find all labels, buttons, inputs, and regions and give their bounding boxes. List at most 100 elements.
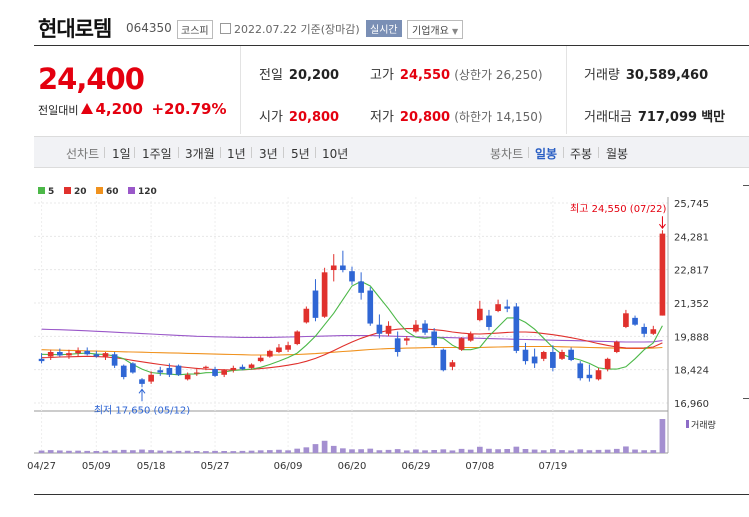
legend-swatch <box>128 187 135 194</box>
candle-body <box>613 341 620 353</box>
volume-bar <box>84 450 91 453</box>
candle-body <box>93 354 100 357</box>
volume-bar <box>449 450 456 453</box>
period-10y[interactable]: 10년 <box>322 147 349 161</box>
ma20-line <box>41 328 663 371</box>
y-tick-label: 16,960 <box>674 399 709 410</box>
candle-body <box>595 370 602 380</box>
candle-body <box>495 304 501 312</box>
date-basis: 기준(장마감) <box>300 23 360 36</box>
candle-body <box>367 290 374 324</box>
candle-body <box>66 353 72 356</box>
weekly-tab[interactable]: 주봉 <box>570 147 593 161</box>
line-chart-tab[interactable]: 선차트 <box>66 147 100 161</box>
low-price: 저가 20,800 (하한가 14,150) <box>370 106 543 125</box>
candle-body <box>376 324 383 334</box>
footer-divider <box>34 494 749 495</box>
moving-average-lines <box>41 280 663 376</box>
volume-bar <box>239 450 246 453</box>
price-summary: 24,400 전일대비 4,200 +20.79% 전일 20,200 시가 20,8… <box>34 46 749 134</box>
chart-annotations: 최고 24,550 (07/22) 최저 17,650 (05/12) <box>94 203 667 416</box>
period-1w[interactable]: 1주일 <box>142 147 172 161</box>
candle-body <box>166 367 173 375</box>
lower-limit: (하한가 14,150) <box>454 110 543 124</box>
volume-bar <box>221 451 228 453</box>
change-label: 전일대비 <box>38 104 79 117</box>
candle-body <box>75 350 81 354</box>
company-info-button[interactable]: 기업개요 ▼ <box>407 20 464 39</box>
volume-bar <box>513 446 520 453</box>
volume-bar <box>550 449 556 453</box>
candle-body <box>604 358 611 370</box>
x-axis-ticks: 04/27 05/09 05/18 05/27 06/09 06/20 06/29 07/08… <box>27 461 567 472</box>
volume-bar <box>166 450 173 453</box>
volume-bar <box>540 450 547 453</box>
volume-bar <box>257 450 264 453</box>
candle-body <box>632 317 638 325</box>
volume-bar <box>367 448 374 453</box>
ma5-line <box>41 280 663 376</box>
toolbar-divider <box>134 147 135 158</box>
change-amount: 4,200 <box>95 100 143 118</box>
volume-bar <box>467 449 474 453</box>
candlestick-chart: 5 20 60 120 거래량 25,745 24,281 22,817 21,352 19,… <box>27 187 716 472</box>
candle-chart-tab[interactable]: 봉차트 <box>490 147 524 161</box>
volume-bar <box>632 449 638 453</box>
candle-body <box>230 367 237 371</box>
candle-body <box>358 281 364 293</box>
y-tick-label: 24,281 <box>674 232 709 243</box>
candle-body <box>568 349 574 360</box>
amount-label: 거래대금 <box>584 110 632 125</box>
period-1y[interactable]: 1년 <box>227 147 246 161</box>
legend-swatch <box>64 187 71 194</box>
volume-bar <box>458 448 465 453</box>
candle-body <box>266 350 273 357</box>
ma60-line <box>41 345 663 356</box>
volume-bar <box>294 448 301 453</box>
legend-swatch <box>38 187 45 194</box>
volume-bar <box>623 446 629 453</box>
current-price: 24,400 <box>38 62 145 96</box>
volume-bar <box>413 449 419 453</box>
volume-bar <box>531 449 538 453</box>
volume-bars: 거래량 <box>38 419 716 453</box>
volume-bar <box>312 444 319 453</box>
date-value: 2022.07.22 <box>234 23 297 36</box>
volume-bar <box>212 450 218 453</box>
daily-tab[interactable]: 일봉 <box>535 147 558 161</box>
open-label: 시가 <box>259 110 283 125</box>
period-3y[interactable]: 3년 <box>259 147 278 161</box>
high-arrow-icon <box>659 216 666 230</box>
candles <box>38 230 666 388</box>
volume-bar <box>230 451 237 453</box>
candle-body <box>431 331 438 346</box>
volume-bar <box>321 440 328 453</box>
period-3m[interactable]: 3개월 <box>185 147 215 161</box>
market-badge: 코스피 <box>177 20 213 39</box>
candle-body <box>394 338 401 353</box>
candle-body <box>550 352 556 368</box>
x-tick-label: 07/08 <box>465 461 494 472</box>
period-5y[interactable]: 5년 <box>291 147 310 161</box>
volume-bar <box>266 450 273 453</box>
volume-legend-label: 거래량 <box>691 419 716 431</box>
candle-body <box>303 308 310 323</box>
volume-bar <box>358 449 364 453</box>
volume-bar <box>613 448 620 453</box>
realtime-button[interactable]: 실시간 <box>366 20 402 37</box>
y-tick-label: 22,817 <box>674 266 709 277</box>
volume-bar <box>595 449 602 453</box>
volume-bar <box>476 446 483 453</box>
legend-label: 20 <box>74 187 87 197</box>
volume-bar <box>276 449 282 453</box>
candle-body <box>330 265 337 271</box>
candle-body <box>422 323 428 333</box>
low-value: 20,800 <box>399 110 451 125</box>
candle-body <box>157 370 164 373</box>
chart-legend: 5 20 60 120 <box>38 187 157 197</box>
candle-body <box>403 338 410 341</box>
prev-close-label: 전일 <box>259 68 283 83</box>
monthly-tab[interactable]: 월봉 <box>606 147 629 161</box>
period-1d[interactable]: 1일 <box>112 147 131 161</box>
volume-legend-swatch <box>686 420 689 428</box>
